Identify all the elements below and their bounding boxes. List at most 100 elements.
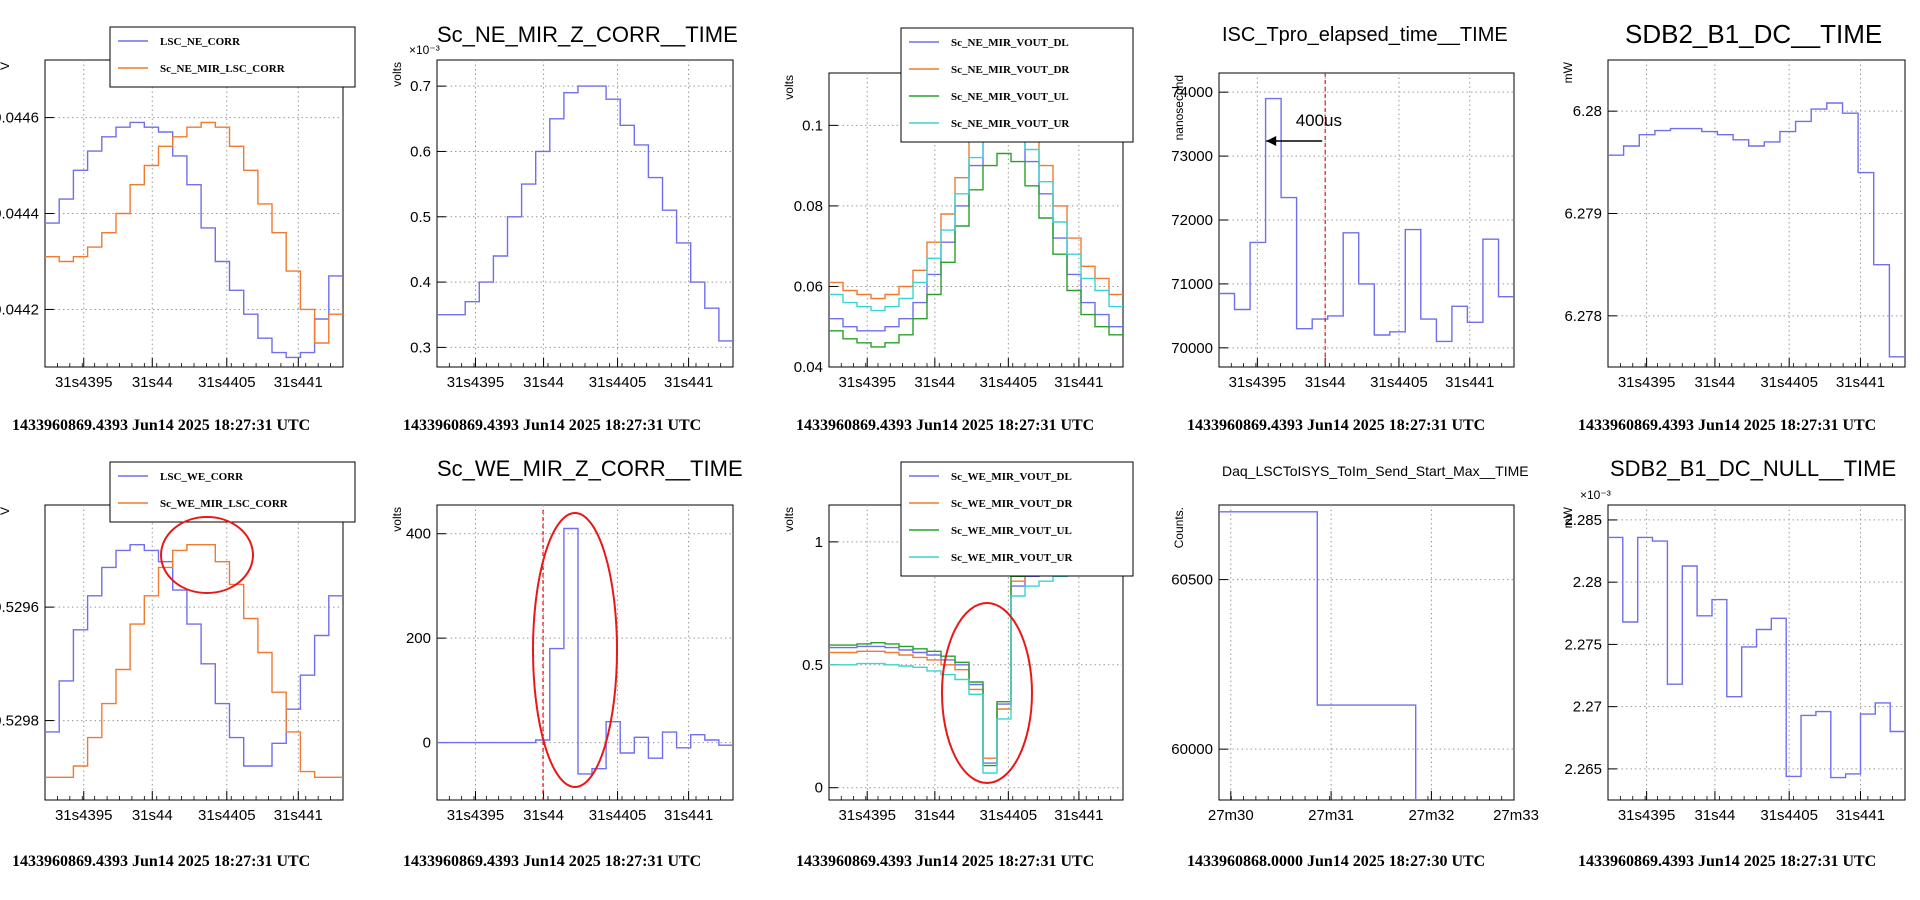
panel-title: SDB2_B1_DC__TIME bbox=[1625, 19, 1882, 49]
panel-timestamp: 1433960869.4393 Jun14 2025 18:27:31 UTC bbox=[403, 853, 701, 870]
legend-box bbox=[109, 26, 356, 88]
y-tick-label: 2.28 bbox=[1573, 574, 1602, 591]
y-axis-label: V bbox=[0, 62, 12, 70]
x-tick-label: 31s441 bbox=[1445, 374, 1494, 391]
highlight-ellipse bbox=[532, 512, 618, 788]
x-tick-label: 31s4395 bbox=[447, 807, 505, 824]
x-tick-label: 31s4405 bbox=[198, 807, 256, 824]
y-tick-label: 1 bbox=[815, 534, 823, 551]
y-tick-label: 0.0442 bbox=[0, 301, 39, 318]
panel-title: ISC_Tpro_elapsed_time__TIME bbox=[1222, 24, 1508, 46]
y-tick-label: 0.5 bbox=[802, 657, 823, 674]
x-tick-label: 31s441 bbox=[1836, 807, 1885, 824]
legend-label: Sc_NE_MIR_VOUT_UR bbox=[951, 118, 1070, 130]
x-tick-label: 31s44 bbox=[132, 374, 173, 391]
x-tick-label: 31s441 bbox=[274, 374, 323, 391]
x-tick-label: 31s4395 bbox=[1618, 374, 1676, 391]
y-tick-label: 0.7 bbox=[410, 78, 431, 95]
legend-label: LSC_NE_CORR bbox=[160, 36, 241, 48]
y-tick-label: 0.4 bbox=[410, 274, 431, 291]
y-tick-label: 0.5 bbox=[410, 209, 431, 226]
highlight-layer bbox=[160, 510, 1033, 800]
x-tick-label: 31s441 bbox=[664, 807, 713, 824]
x-tick-label: 31s4405 bbox=[1760, 807, 1818, 824]
x-tick-label: 31s4405 bbox=[980, 807, 1038, 824]
series-line bbox=[437, 527, 733, 775]
y-tick-label: 0.0446 bbox=[0, 110, 39, 127]
x-tick-label: 31s44 bbox=[1694, 807, 1735, 824]
y-tick-label: 200 bbox=[406, 630, 431, 647]
x-tick-label: 31s4395 bbox=[1618, 807, 1676, 824]
y-tick-label: 0.08 bbox=[794, 198, 823, 215]
x-tick-label: 31s4405 bbox=[198, 374, 256, 391]
legend-label: Sc_WE_MIR_LSC_CORR bbox=[160, 498, 289, 510]
y-axis-label: Counts. bbox=[1172, 507, 1186, 548]
x-tick-label: 31s44 bbox=[1694, 374, 1735, 391]
legend-label: Sc_WE_MIR_VOUT_DR bbox=[951, 498, 1073, 510]
x-tick-label: 31s4395 bbox=[838, 807, 896, 824]
x-tick-label: 31s441 bbox=[1054, 807, 1103, 824]
x-tick-label: 31s441 bbox=[1054, 374, 1103, 391]
y-tick-label: 2.285 bbox=[1564, 512, 1602, 529]
series-line bbox=[1608, 536, 1905, 779]
legend-box bbox=[900, 461, 1134, 577]
panel-timestamp: 1433960869.4393 Jun14 2025 18:27:31 UTC bbox=[12, 417, 310, 434]
y-tick-label: 2.275 bbox=[1564, 636, 1602, 653]
y-tick-label: 0.5296 bbox=[0, 599, 39, 616]
x-tick-label: 31s4395 bbox=[838, 374, 896, 391]
series-line bbox=[1608, 102, 1905, 358]
plot-frame bbox=[44, 504, 344, 801]
x-tick-label: 27m32 bbox=[1408, 807, 1454, 824]
x-tick-label: 31s441 bbox=[664, 374, 713, 391]
y-tick-label: 0 bbox=[423, 735, 431, 752]
y-tick-label: 0.1 bbox=[802, 117, 823, 134]
x-tick-label: 31s44 bbox=[914, 374, 955, 391]
y-tick-label: 73000 bbox=[1171, 148, 1213, 165]
y-tick-label: 6.278 bbox=[1564, 308, 1602, 325]
x-tick-label: 31s4395 bbox=[55, 807, 113, 824]
series-line-lsc_ne_corr bbox=[45, 121, 343, 359]
x-tick-label: 31s4405 bbox=[589, 374, 647, 391]
y-tick-label: 0.06 bbox=[794, 278, 823, 295]
legend-label: Sc_WE_MIR_VOUT_DL bbox=[951, 471, 1072, 483]
axis-exponent: ×10⁻³ bbox=[409, 43, 440, 57]
panel-p4: 31s4395 31s44 31s4405 31s441 70000 71000 72000… bbox=[1171, 24, 1515, 434]
panel-p3: 31s4395 31s44 31s4405 31s441 0.04 0.06 0.08 0.1… bbox=[782, 27, 1134, 434]
panel-timestamp: 1433960869.4393 Jun14 2025 18:27:31 UTC bbox=[403, 417, 701, 434]
annotation-label: 400us bbox=[1296, 111, 1342, 130]
y-axis-label: mW bbox=[1561, 506, 1575, 528]
y-tick-label: 0.3 bbox=[410, 339, 431, 356]
panel-p2: 31s4395 31s44 31s4405 31s441 0.3 0.4 0.5 0.6 0.7… bbox=[390, 22, 738, 434]
y-tick-label: 2.265 bbox=[1564, 761, 1602, 778]
series-line-sc_we_mir_lsc_corr bbox=[45, 544, 343, 778]
y-tick-label: 0.0444 bbox=[0, 206, 39, 223]
x-tick-label: 31s44 bbox=[523, 374, 564, 391]
panel-timestamp: 1433960869.4393 Jun14 2025 18:27:31 UTC bbox=[1578, 417, 1876, 434]
series-line-sc_ne_mir_vout_ul bbox=[829, 152, 1123, 348]
series-line bbox=[437, 85, 733, 342]
y-tick-label: 70000 bbox=[1171, 340, 1213, 357]
series-line-sc_ne_mir_lsc_corr bbox=[45, 121, 343, 344]
y-axis-label: nanosecond bbox=[1172, 75, 1186, 140]
x-tick-label: 27m31 bbox=[1308, 807, 1354, 824]
legend-label: Sc_WE_MIR_VOUT_UR bbox=[951, 552, 1073, 564]
y-tick-label: 0.04 bbox=[794, 359, 823, 376]
series-line bbox=[1219, 97, 1514, 343]
panel-p1: 31s4395 31s44 31s4405 31s441 0.0446 0.0444 0.0… bbox=[0, 26, 356, 434]
legend-label: Sc_WE_MIR_VOUT_UL bbox=[951, 525, 1072, 537]
x-tick-label: 31s4395 bbox=[447, 374, 505, 391]
highlight-ellipse bbox=[941, 602, 1033, 784]
series-line bbox=[1219, 511, 1417, 800]
legend-box bbox=[900, 27, 1134, 143]
x-tick-label: 31s44 bbox=[523, 807, 564, 824]
x-tick-label: 31s4395 bbox=[1229, 374, 1287, 391]
y-tick-label: 71000 bbox=[1171, 276, 1213, 293]
y-axis-label: V bbox=[0, 507, 12, 515]
legend-label: Sc_NE_MIR_VOUT_UL bbox=[951, 91, 1069, 103]
legend-label: Sc_NE_MIR_VOUT_DR bbox=[951, 64, 1070, 76]
y-axis-label: volts bbox=[782, 507, 796, 532]
panel-timestamp: 1433960869.4393 Jun14 2025 18:27:31 UTC bbox=[796, 417, 1094, 434]
panel-title: Sc_NE_MIR_Z_CORR__TIME bbox=[437, 22, 738, 47]
